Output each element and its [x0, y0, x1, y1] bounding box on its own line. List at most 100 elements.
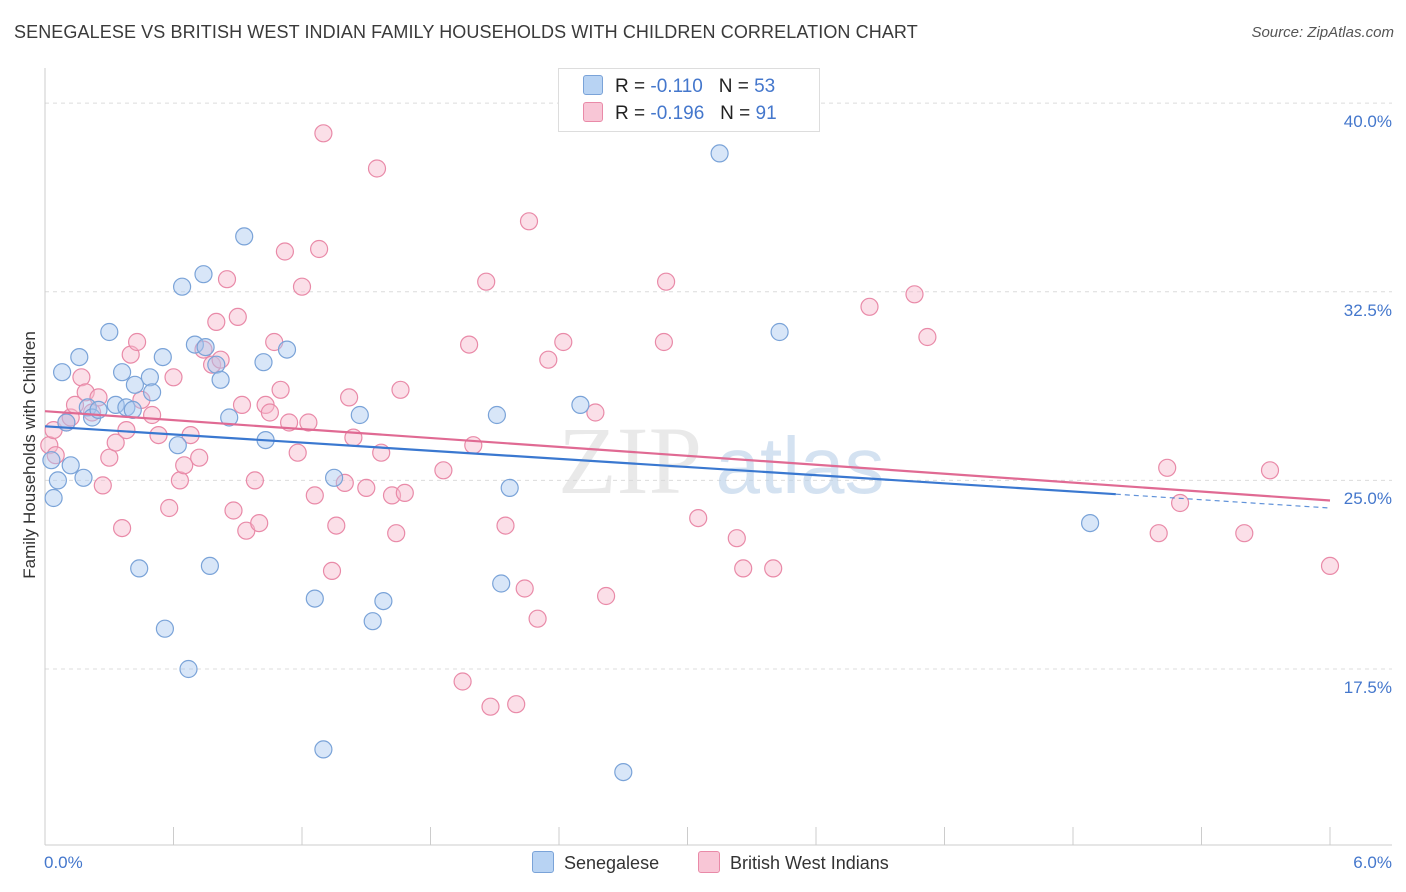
data-point-senegalese	[363, 612, 382, 631]
data-point-british-west-indians	[860, 297, 879, 316]
legend-n-value: 53	[754, 76, 776, 97]
data-point-british-west-indians	[106, 433, 125, 452]
data-point-senegalese	[140, 368, 159, 387]
data-point-british-west-indians	[596, 586, 616, 606]
data-point-british-west-indians	[391, 380, 410, 399]
data-point-british-west-indians	[310, 239, 329, 259]
data-point-british-west-indians	[905, 285, 924, 304]
x-tick-label: 6.0%	[1353, 853, 1392, 872]
legend-item-british-west-indians[interactable]: British West Indians	[698, 851, 889, 874]
data-point-senegalese	[52, 363, 72, 382]
trend-line-british-west-indians	[44, 410, 1331, 502]
data-point-british-west-indians	[175, 456, 194, 475]
legend-r-label: R =	[615, 103, 646, 124]
data-point-senegalese	[179, 659, 198, 679]
data-point-senegalese	[78, 398, 97, 417]
legend-label: Senegalese	[564, 853, 660, 873]
data-point-british-west-indians	[224, 501, 243, 520]
legend-swatch	[532, 851, 554, 873]
x-tick-label: 0.0%	[44, 853, 83, 872]
data-point-british-west-indians	[271, 380, 290, 399]
correlation-legend: R = -0.110 N = 53 R = -0.196 N = 91	[558, 68, 820, 132]
legend-item-senegalese[interactable]: Senegalese	[532, 851, 659, 874]
data-point-british-west-indians	[586, 403, 605, 422]
data-point-british-west-indians	[299, 413, 318, 432]
legend-n-label: N =	[718, 76, 749, 97]
data-point-senegalese	[305, 589, 324, 608]
data-point-senegalese	[153, 348, 172, 367]
data-point-senegalese	[235, 227, 254, 246]
data-point-senegalese	[48, 471, 68, 490]
legend-row-senegalese: R = -0.110 N = 53	[583, 75, 775, 99]
data-point-senegalese	[155, 619, 174, 638]
data-point-british-west-indians	[160, 498, 179, 518]
data-point-british-west-indians	[395, 483, 414, 502]
data-point-british-west-indians	[217, 270, 237, 289]
data-point-senegalese	[173, 277, 192, 296]
data-point-senegalese	[168, 436, 187, 455]
data-point-british-west-indians	[481, 697, 500, 716]
data-point-british-west-indians	[100, 448, 119, 467]
data-point-british-west-indians	[764, 559, 783, 578]
data-point-british-west-indians	[654, 332, 674, 352]
data-point-british-west-indians	[1235, 524, 1254, 543]
legend-swatch-senegalese	[583, 75, 603, 95]
source-label: Source: ZipAtlas.com	[1251, 24, 1394, 41]
data-point-british-west-indians	[305, 486, 324, 505]
data-point-british-west-indians	[112, 518, 132, 538]
data-point-senegalese	[143, 383, 162, 402]
data-point-british-west-indians	[143, 405, 162, 425]
data-point-senegalese	[200, 556, 219, 576]
legend-n-label: N =	[720, 103, 751, 124]
data-point-senegalese	[44, 488, 63, 508]
data-point-senegalese	[770, 322, 789, 342]
data-point-british-west-indians	[434, 461, 453, 480]
data-point-british-west-indians	[40, 436, 59, 455]
data-point-british-west-indians	[292, 277, 312, 296]
data-point-senegalese	[70, 348, 89, 367]
data-point-british-west-indians	[250, 513, 269, 533]
data-points	[40, 124, 1340, 782]
data-point-british-west-indians	[519, 212, 539, 231]
data-point-british-west-indians	[515, 579, 534, 598]
y-tick-label: 17.5%	[1343, 677, 1392, 697]
data-point-senegalese	[374, 591, 393, 611]
legend-r-value: -0.196	[650, 103, 705, 124]
data-point-british-west-indians	[477, 272, 496, 291]
data-point-british-west-indians	[734, 559, 753, 578]
data-point-senegalese	[325, 468, 344, 487]
axes	[44, 68, 1392, 846]
data-point-senegalese	[487, 405, 506, 425]
legend-label: British West Indians	[730, 853, 889, 873]
data-point-senegalese	[220, 408, 239, 427]
data-point-senegalese	[350, 405, 369, 425]
data-point-british-west-indians	[918, 327, 937, 347]
data-point-british-west-indians	[1158, 458, 1177, 477]
data-point-british-west-indians	[149, 426, 168, 445]
data-point-british-west-indians	[164, 368, 183, 387]
data-point-british-west-indians	[232, 395, 252, 414]
data-point-senegalese	[500, 478, 519, 497]
data-point-british-west-indians	[128, 332, 147, 352]
legend-row-british-west-indians: R = -0.196 N = 91	[583, 102, 777, 126]
data-point-british-west-indians	[727, 529, 746, 548]
data-point-senegalese	[314, 740, 333, 759]
y-tick-label: 40.0%	[1343, 112, 1392, 132]
data-point-british-west-indians	[203, 355, 222, 374]
data-point-senegalese	[196, 338, 215, 357]
data-point-british-west-indians	[387, 524, 406, 543]
data-point-british-west-indians	[656, 272, 676, 291]
data-point-british-west-indians	[260, 403, 279, 422]
data-point-british-west-indians	[357, 478, 376, 497]
data-point-british-west-indians	[207, 312, 226, 331]
data-point-british-west-indians	[1260, 461, 1280, 480]
data-point-senegalese	[571, 395, 590, 414]
data-point-senegalese	[125, 375, 144, 394]
data-point-british-west-indians	[194, 340, 213, 359]
grid-lines	[45, 102, 1392, 670]
data-point-senegalese	[492, 574, 511, 593]
data-point-senegalese	[614, 762, 633, 782]
data-point-senegalese	[1080, 513, 1100, 533]
legend-n-value: 91	[755, 103, 777, 124]
data-point-british-west-indians	[245, 471, 264, 490]
